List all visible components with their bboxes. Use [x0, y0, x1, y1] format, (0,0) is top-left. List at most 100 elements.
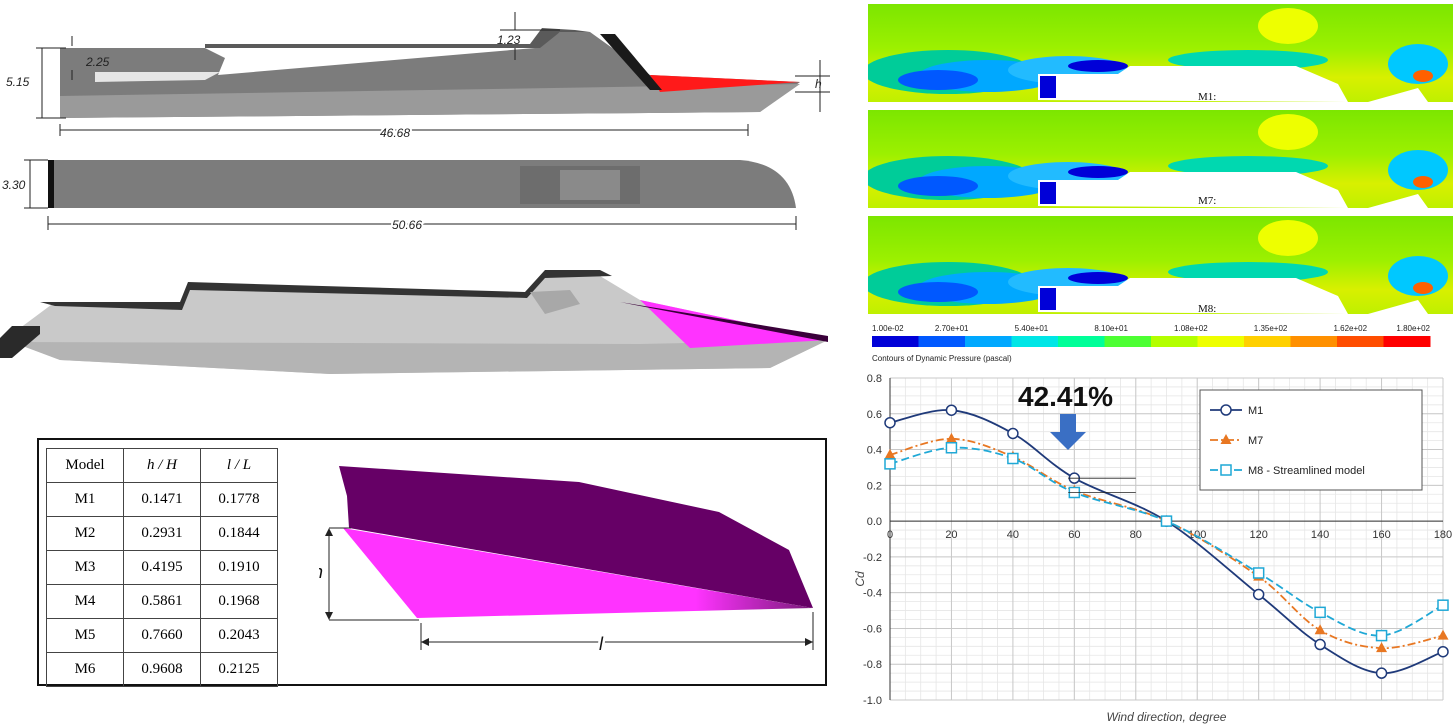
side-cabin-window	[600, 34, 662, 90]
table-cell: M4	[46, 584, 124, 619]
colorbar-cell	[965, 336, 1012, 347]
bow-l-label: l	[599, 634, 604, 654]
x-tick-label: 20	[945, 529, 957, 541]
top-hull	[48, 160, 796, 208]
contour-panel-m8: M8:	[868, 216, 1453, 315]
table-row: M6 0.9608 0.2125	[46, 652, 278, 687]
y-tick-label: -0.6	[863, 623, 882, 635]
panel-label-m1: M1:	[1198, 91, 1216, 103]
y-axis-label: Cd	[853, 571, 867, 587]
data-point	[1437, 645, 1449, 658]
table-cell: 0.4195	[123, 550, 201, 585]
colorbar-cell	[1383, 336, 1431, 347]
table-cell: 0.2043	[200, 618, 278, 653]
table-cell: 0.1778	[200, 482, 278, 517]
bow-top-surface	[339, 466, 813, 608]
table-row: M4 0.5861 0.1968	[46, 584, 278, 619]
y-tick-label: 0.2	[867, 480, 882, 492]
bow-h-label: h	[319, 562, 323, 582]
ship-3d-view	[0, 270, 828, 374]
colorbar-cell	[1290, 336, 1338, 347]
colorbar-cell	[872, 336, 919, 347]
colorbar-tick-label: 1.35e+02	[1254, 324, 1288, 333]
data-point	[1375, 629, 1388, 642]
y-tick-label: 0.4	[867, 445, 882, 457]
legend-label: M7	[1248, 435, 1263, 447]
x-tick-label: 80	[1130, 529, 1142, 541]
colorbar-cell	[1337, 336, 1384, 347]
y-tick-label: 0.0	[867, 516, 882, 528]
table-cell: M5	[46, 618, 124, 653]
table-cell: M6	[46, 652, 124, 687]
table-cell: 0.1910	[200, 550, 278, 585]
colorbar-tick-label: 8.10e+01	[1094, 324, 1128, 333]
data-point	[1160, 515, 1173, 527]
data-point	[1220, 434, 1232, 444]
table-row: M2 0.2931 0.1844	[46, 516, 278, 551]
colorbar-tick-label: 2.70e+01	[935, 324, 969, 333]
legend-label: M1	[1248, 405, 1263, 417]
table-header: Model	[46, 448, 124, 483]
side-stern-deck	[95, 72, 220, 82]
x-tick-label: 40	[1007, 529, 1019, 541]
dim-beam: 3.30	[2, 178, 26, 192]
colorbar-tick-label: 1.80e+02	[1396, 324, 1430, 333]
bow-side-surface	[343, 528, 813, 618]
data-point	[1314, 638, 1326, 651]
colorbar-cell	[918, 336, 966, 347]
colorbar-cell	[1104, 336, 1152, 347]
model-table-box: Model h / H l / L M1 0.1471 0.1778 M2 0.293…	[37, 438, 827, 687]
dim-top-height: 1.23	[497, 33, 521, 47]
x-tick-label: 60	[1068, 529, 1080, 541]
down-arrow-icon	[1050, 414, 1086, 450]
data-point	[884, 458, 896, 470]
data-point	[1375, 667, 1388, 679]
colorbar-cell	[1244, 336, 1291, 347]
data-point	[1007, 452, 1019, 465]
bow-detail: h l	[319, 466, 814, 657]
table-cell: M2	[46, 516, 124, 551]
model-table: Model h / H l / L M1 0.1471 0.1778 M2 0.293…	[46, 448, 278, 687]
data-point	[1376, 642, 1388, 653]
data-point	[1220, 464, 1232, 476]
table-header-row: Model h / H l / L	[46, 448, 278, 483]
contour-panels: M1: M7: M8:	[868, 4, 1453, 315]
table-cell: M3	[46, 550, 124, 585]
dim-bow-h: h	[815, 77, 822, 91]
x-tick-label: 0	[887, 529, 893, 541]
colorbar-cell	[1151, 336, 1198, 347]
x-tick-label: 160	[1372, 529, 1390, 541]
colorbar-cell	[1058, 336, 1105, 347]
3d-lower-hull	[12, 340, 828, 374]
colorbar-tick-label: 5.40e+01	[1015, 324, 1049, 333]
3d-deck-edge	[40, 270, 612, 310]
panel-label-m7: M7:	[1198, 195, 1216, 207]
y-tick-label: -0.2	[863, 552, 882, 564]
ship-top-view: 3.30 50.66	[2, 159, 797, 234]
x-tick-label: 180	[1434, 529, 1452, 541]
y-tick-label: 0.8	[867, 373, 882, 385]
data-point	[1437, 629, 1449, 640]
side-bow-red	[650, 75, 800, 92]
x-tick-label: 140	[1311, 529, 1329, 541]
table-row: M1 0.1471 0.1778	[46, 482, 278, 517]
table-cell: 0.1471	[123, 482, 201, 517]
table-cell: 0.5861	[123, 584, 201, 619]
table-cell: 0.9608	[123, 652, 201, 687]
y-tick-label: -0.4	[863, 588, 882, 600]
dim-stern-step: 2.25	[85, 55, 110, 69]
data-point	[1314, 624, 1326, 635]
side-superstructure-top	[205, 28, 590, 48]
data-point	[1252, 567, 1265, 579]
table-cell: 0.1844	[200, 516, 278, 551]
colorbar-title: Contours of Dynamic Pressure (pascal)	[872, 354, 1012, 363]
contour-panel-m1: M1:	[868, 4, 1453, 103]
cd-chart: 0 20 40 60 80 100 120 140 160 180 0.8 0.6 0.4 0.2 0.0 -…	[853, 373, 1452, 724]
table-cell: 0.2931	[123, 516, 201, 551]
data-point	[884, 416, 896, 429]
x-tick-label: 120	[1249, 529, 1267, 541]
colorbar-tick-label: 1.62e+02	[1333, 324, 1367, 333]
side-lower-hull	[60, 84, 800, 118]
3d-stern	[0, 326, 40, 358]
3d-bow-top	[620, 302, 828, 342]
